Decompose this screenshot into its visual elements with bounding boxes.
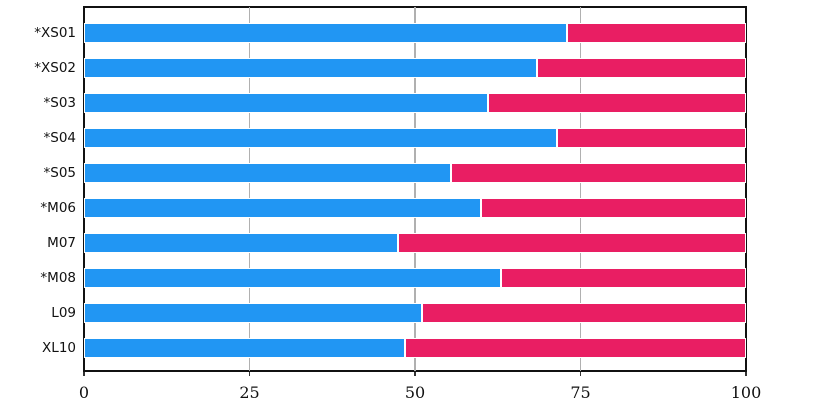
x-tick-mark — [745, 372, 747, 376]
gridline — [414, 7, 416, 371]
bar-row — [84, 338, 746, 358]
y-axis-label: *XS01 — [34, 25, 76, 41]
y-axis-label: *S05 — [43, 165, 77, 181]
x-tick-mark — [579, 372, 582, 376]
bar-segment-series-2-pink — [421, 303, 746, 323]
bar-row — [84, 198, 746, 218]
bar-segment-series-1-blue — [84, 163, 452, 183]
bar-row — [84, 233, 746, 253]
bar-segment-series-1-blue — [84, 23, 568, 43]
bar-row — [84, 163, 746, 183]
bar-segment-series-2-pink — [398, 233, 746, 253]
y-axis-label: *M08 — [40, 270, 76, 286]
y-axis-label: *S04 — [43, 130, 77, 146]
x-tick-label: 0 — [78, 383, 90, 402]
bar-segment-series-1-blue — [84, 93, 488, 113]
bar-segment-series-1-blue — [84, 268, 502, 288]
x-tick-mark — [248, 372, 251, 376]
bar-segment-series-1-blue — [84, 233, 399, 253]
x-tick-label: 50 — [404, 383, 426, 402]
bar-segment-series-2-pink — [501, 268, 746, 288]
gridline — [579, 7, 582, 371]
bar-row — [84, 128, 746, 148]
x-tick-label: 75 — [570, 383, 591, 402]
bar-segment-series-2-pink — [537, 58, 746, 78]
x-tick-mark — [414, 372, 416, 376]
bar-segment-series-1-blue — [84, 338, 406, 358]
y-axis-label: XL10 — [42, 340, 76, 356]
bar-row — [84, 23, 746, 43]
y-axis-label: *XS02 — [34, 60, 76, 76]
gridline — [248, 7, 251, 371]
bar-segment-series-2-pink — [487, 93, 746, 113]
bar-row — [84, 303, 746, 323]
bar-segment-series-2-pink — [405, 338, 746, 358]
bar-segment-series-2-pink — [557, 128, 746, 148]
x-tick-mark — [83, 372, 85, 376]
bar-segment-series-2-pink — [481, 198, 746, 218]
bar-segment-series-1-blue — [84, 128, 558, 148]
bar-row — [84, 268, 746, 288]
y-axis-label: *M06 — [40, 200, 76, 216]
bar-segment-series-1-blue — [84, 58, 538, 78]
bar-segment-series-2-pink — [451, 163, 746, 183]
y-axis-label: *S03 — [43, 95, 77, 111]
plot-area — [83, 6, 747, 372]
y-axis-label: M07 — [47, 235, 76, 251]
x-tick-label: 25 — [239, 383, 260, 402]
bar-segment-series-1-blue — [84, 303, 422, 323]
bar-segment-series-1-blue — [84, 198, 482, 218]
x-tick-label: 100 — [730, 383, 762, 402]
y-axis-label: L09 — [51, 305, 76, 321]
bar-row — [84, 58, 746, 78]
bar-segment-series-2-pink — [567, 23, 746, 43]
bar-row — [84, 93, 746, 113]
